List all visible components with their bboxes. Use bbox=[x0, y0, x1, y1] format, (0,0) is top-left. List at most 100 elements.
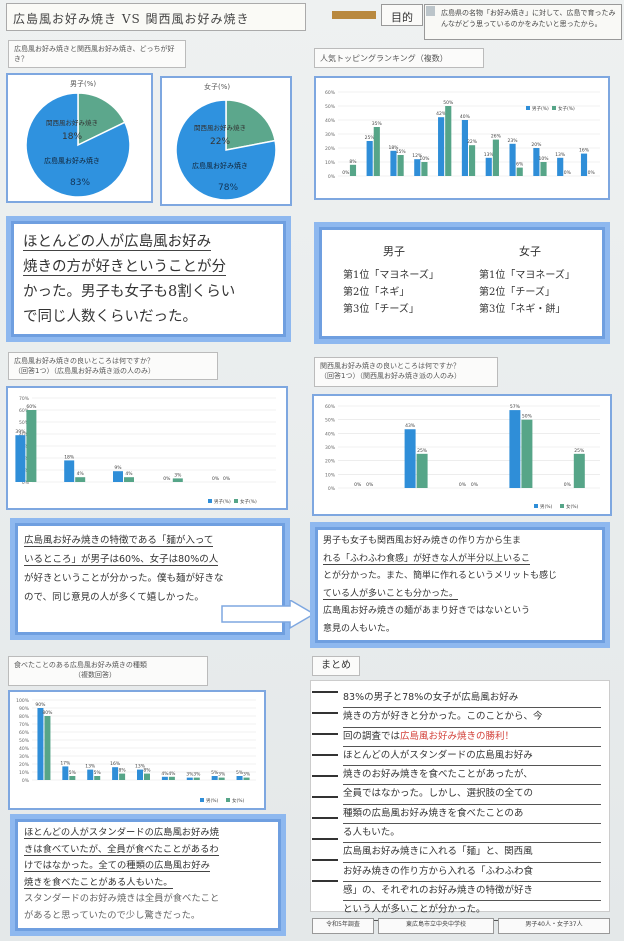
y-tick-label: 30% bbox=[325, 132, 336, 138]
legend-label: 男(%) bbox=[206, 798, 219, 804]
topping-panel: 0% 10% 20% 30% 40% 50% 60% 0% 25% 18% 12% 42% 40% 13%… bbox=[314, 76, 610, 200]
hiroshima-good-title-card: 広島風お好み焼きの良いところは何ですか？ （回答1つ）（広島風お好み焼き派の人の… bbox=[8, 352, 218, 380]
legend-label: 男子(%) bbox=[214, 498, 231, 505]
bar bbox=[26, 410, 37, 482]
y-tick-label: 70% bbox=[19, 396, 30, 402]
spiral-ring bbox=[312, 859, 338, 861]
bar bbox=[137, 769, 143, 780]
ranking-girls-1: 第1位「マヨネーズ」 bbox=[479, 270, 575, 281]
bar-value-label: 18% bbox=[64, 454, 75, 460]
bar bbox=[390, 150, 397, 176]
bar-value-label: 17% bbox=[60, 760, 71, 766]
bar-value-label: 13% bbox=[135, 764, 146, 770]
bar-value-label: 13% bbox=[85, 764, 96, 770]
bar-value-label: 0% bbox=[459, 482, 467, 488]
legend-label: 女子(%) bbox=[558, 105, 575, 112]
y-tick-label: 20% bbox=[19, 762, 30, 768]
summary-line3: 回の調査では広島風お好み焼きの勝利！ bbox=[343, 728, 601, 747]
pie-slice-value: 78% bbox=[218, 183, 238, 193]
y-tick-label: 20% bbox=[325, 459, 336, 465]
ranking-boys-title: 男子 bbox=[383, 245, 405, 258]
footer-date: 令和5年調査 bbox=[312, 918, 374, 934]
bar-value-label: 80% bbox=[42, 710, 53, 716]
bar bbox=[44, 716, 51, 780]
bar-value-label: 13% bbox=[484, 152, 495, 158]
pie-slice bbox=[77, 92, 126, 147]
types-title-card: 食べたことのある広島風お好み焼きの種類 （複数回答） bbox=[8, 656, 208, 686]
bar bbox=[540, 162, 547, 176]
legend-swatch bbox=[526, 106, 530, 110]
types-panel: 0% 10% 20% 30% 40% 50% 60% 70% 80% 90% 100% 90% 17% 1… bbox=[8, 690, 266, 810]
bar bbox=[509, 410, 521, 488]
y-tick-label: 60% bbox=[325, 90, 336, 96]
y-tick-label: 60% bbox=[19, 408, 30, 414]
y-tick-label: 50% bbox=[325, 418, 336, 424]
summary-line7: 種類の広島風お好み焼きを食べたことのあ bbox=[343, 805, 601, 825]
summary-line6: 全員ではなかった。しかし、選択肢の全ての bbox=[343, 785, 601, 805]
bar-value-label: 22% bbox=[467, 139, 478, 145]
bar bbox=[509, 143, 516, 176]
bar bbox=[69, 776, 76, 780]
bar-value-label: 3% bbox=[243, 772, 251, 778]
bar-value-label: 40% bbox=[460, 114, 471, 120]
y-tick-label: 30% bbox=[19, 754, 30, 760]
kansai-good-title-1: 関西風お好み焼きの良いところは何ですか？ bbox=[320, 362, 460, 370]
pie-boys-slices: 関西風お好み焼き 18% 広島風お好み焼き 83% bbox=[25, 92, 131, 198]
bar bbox=[469, 145, 476, 176]
bar bbox=[404, 429, 416, 488]
bar bbox=[421, 162, 428, 176]
hiroshima-good-title-1: 広島風お好み焼きの良いところは何ですか？ bbox=[14, 357, 154, 365]
bar-value-label: 18% bbox=[388, 145, 399, 151]
purpose-label: 目的 bbox=[381, 4, 423, 26]
bar-value-label: 0% bbox=[564, 482, 572, 488]
bar bbox=[243, 777, 250, 780]
bar-value-label: 0% bbox=[588, 170, 596, 176]
topping-title-card: 人気トッピングランキング（複数） bbox=[314, 48, 484, 68]
bar bbox=[580, 153, 588, 176]
bar-value-label: 13% bbox=[555, 152, 566, 158]
bar bbox=[113, 471, 123, 482]
bar-value-label: 60% bbox=[26, 404, 37, 410]
legend-label: 女(%) bbox=[566, 503, 579, 510]
y-tick-label: 10% bbox=[325, 160, 336, 166]
bar bbox=[193, 777, 200, 780]
spiral-ring bbox=[312, 880, 338, 882]
bar-value-label: 50% bbox=[522, 414, 533, 420]
pie-slice bbox=[25, 92, 131, 198]
summary-line8: る人もいた。 bbox=[343, 824, 601, 844]
bar bbox=[373, 127, 380, 176]
comment-k-line6: 意見の人もいた。 bbox=[323, 623, 395, 634]
bar bbox=[461, 120, 468, 176]
bar-value-label: 35% bbox=[372, 121, 383, 127]
comment-h-line3: が好きということが分かった。僕も麺が好きな bbox=[24, 573, 224, 584]
ranking-boys-2: 第2位「ネギ」 bbox=[343, 287, 410, 298]
bar bbox=[533, 148, 540, 176]
ranking-inner: 男子 女子 第1位「マヨネーズ」 第2位「ネギ」 第3位「チーズ」 第1位「マヨ… bbox=[319, 227, 605, 339]
bar-value-label: 3% bbox=[193, 772, 201, 778]
pie-slice-label: 関西風お好み焼き bbox=[46, 118, 98, 127]
bar bbox=[349, 164, 357, 176]
bar-value-label: 10% bbox=[419, 156, 430, 162]
y-tick-label: 50% bbox=[19, 738, 30, 744]
bar bbox=[94, 776, 101, 780]
pie-slice bbox=[175, 99, 277, 201]
purpose-text: 広島県の名物「お好み焼き」に対して、広島で育ったみんながどう思っているのかをみた… bbox=[424, 4, 622, 40]
y-tick-label: 100% bbox=[16, 698, 30, 704]
y-tick-label: 40% bbox=[325, 118, 336, 124]
conclusion-line2: 焼きの方が好きということが分 bbox=[23, 259, 226, 276]
bar-value-label: 0% bbox=[564, 170, 572, 176]
y-tick-label: 0% bbox=[22, 778, 30, 784]
bar-value-label: 57% bbox=[510, 404, 521, 410]
y-tick-label: 50% bbox=[325, 104, 336, 110]
y-tick-label: 40% bbox=[19, 432, 30, 438]
y-tick-label: 0% bbox=[328, 486, 336, 492]
bar bbox=[124, 477, 134, 482]
bar-value-label: 90% bbox=[35, 702, 46, 708]
bar bbox=[168, 776, 175, 780]
poster-title: 広島風お好み焼き VS 関西風お好み焼き bbox=[6, 3, 306, 31]
bar bbox=[516, 167, 523, 176]
comment-t-line3: けではなかった。全ての種類の広島風お好み bbox=[24, 860, 210, 872]
summary-line2: 焼きの方が好きと分かった。このことから、今 bbox=[343, 708, 601, 728]
conclusion-line3: かった。男子も女子も8割くらい bbox=[23, 284, 236, 300]
